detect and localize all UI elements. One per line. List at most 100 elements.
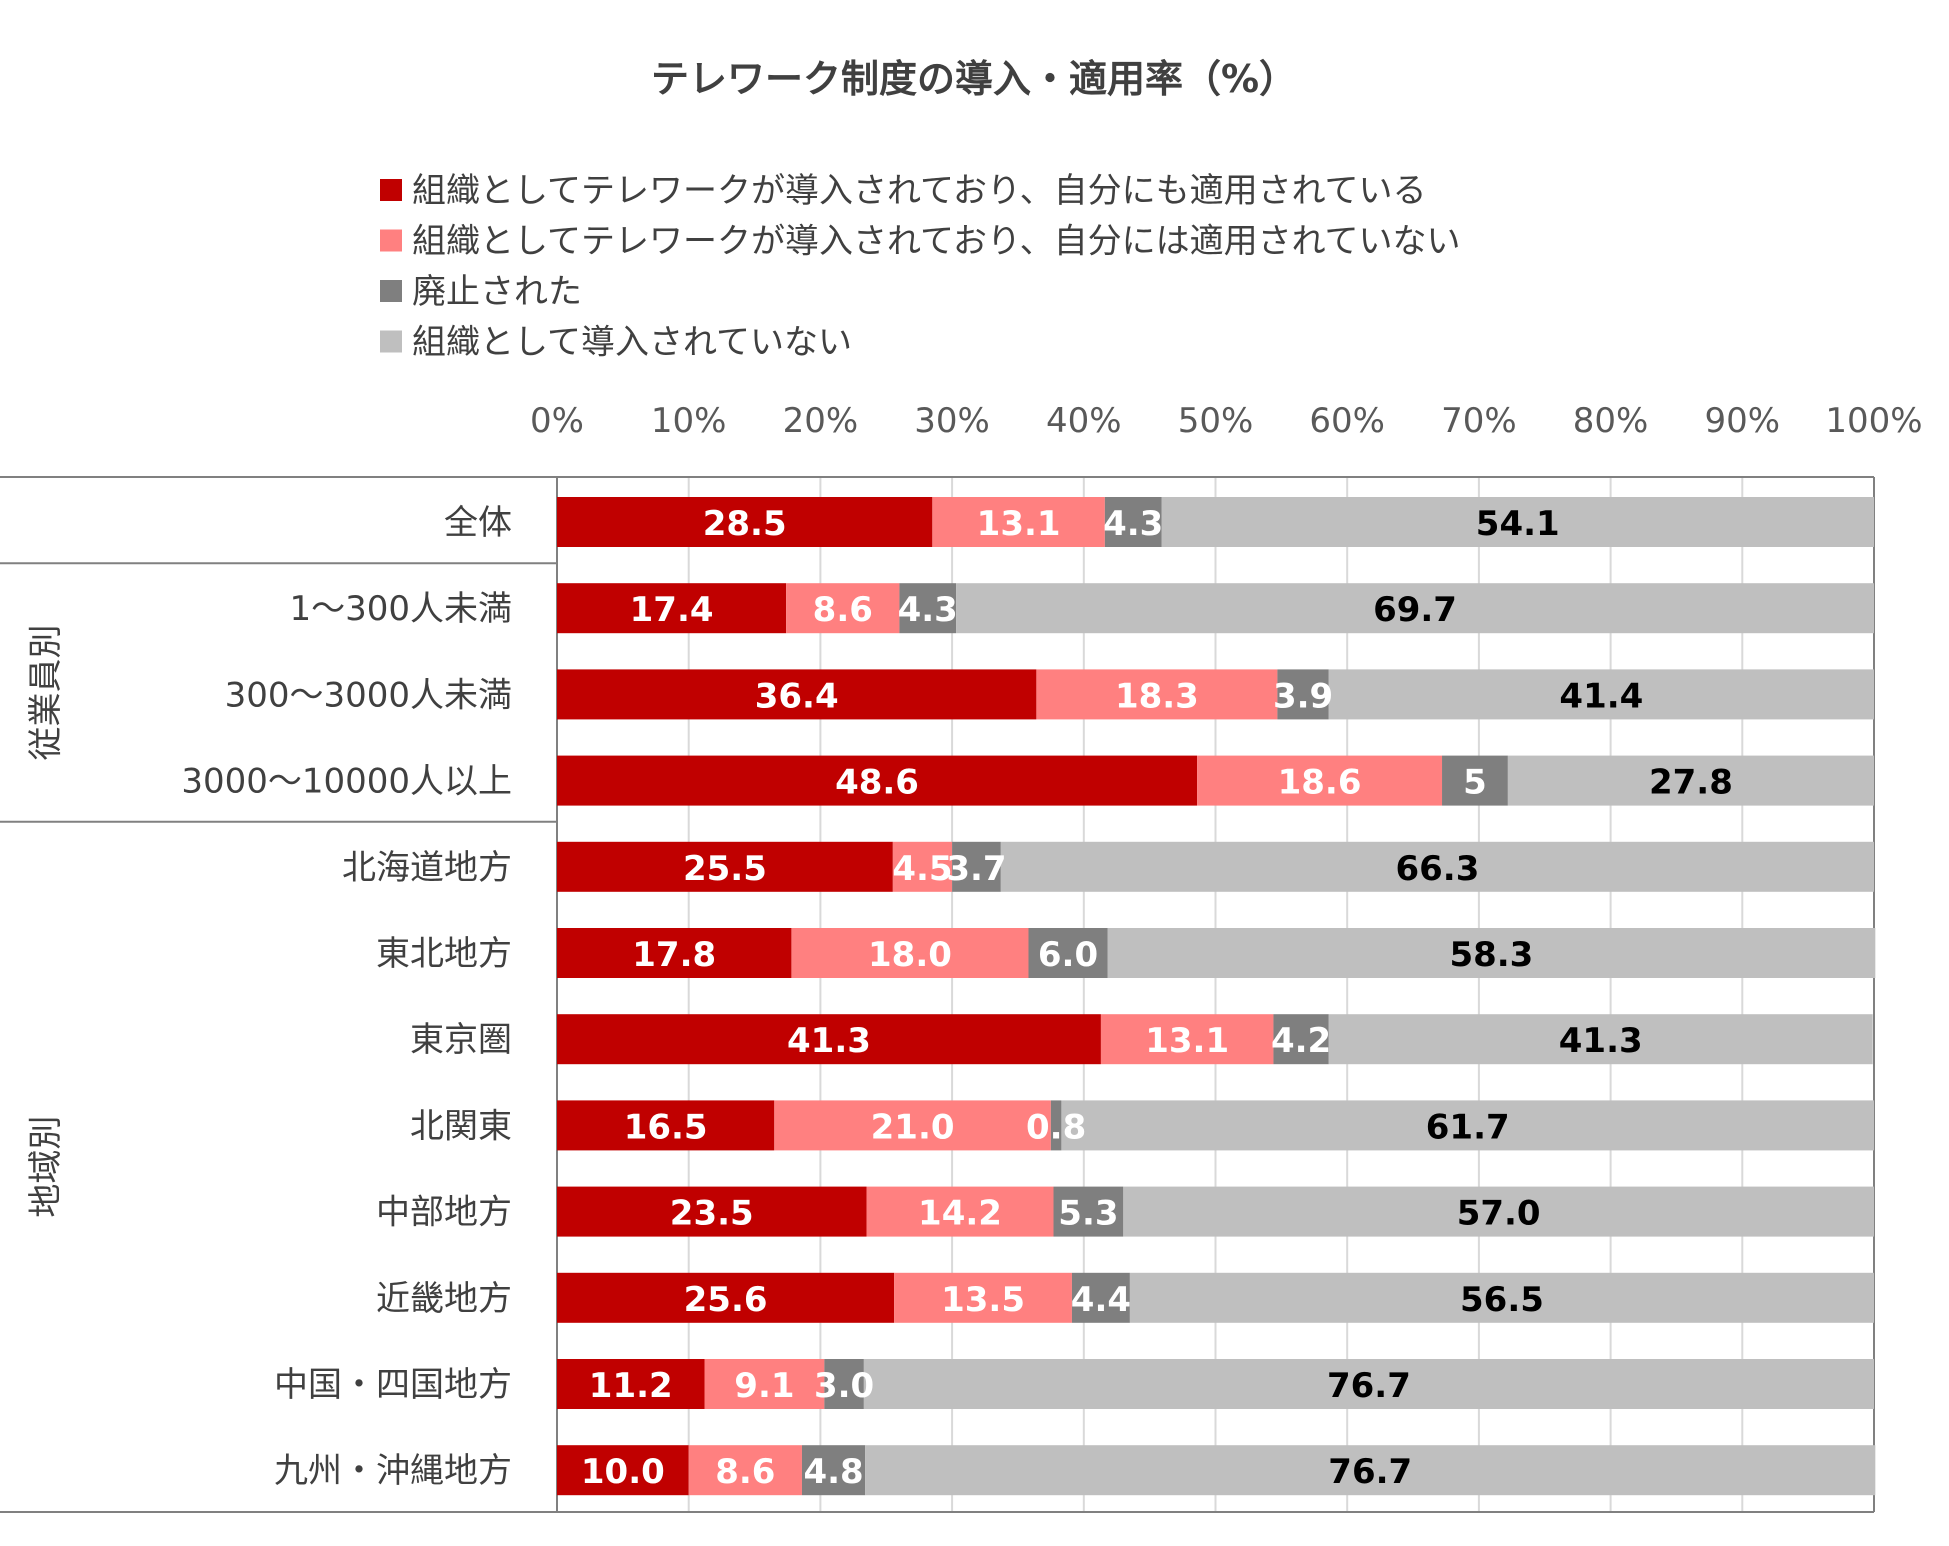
bar-segment [894,1272,1072,1323]
legend-swatch [380,179,402,201]
bar-segment [865,1445,1876,1496]
bar-segment [1197,755,1443,806]
bar-segment [1036,669,1278,720]
category-label: 300〜3000人未満 [225,675,512,715]
bar-segment [1061,1100,1874,1151]
legend-label: 組織としてテレワークが導入されており、自分には適用されていない [412,222,1461,262]
x-tick-label: 80% [1573,401,1649,441]
bar-segment [1104,497,1162,547]
legend: 組織としてテレワークが導入されており、自分にも適用されている組織としてテレワーク… [380,171,1461,363]
bar-segment [557,1186,867,1237]
bar-segment [557,755,1198,806]
data-label: 66.3 [1395,849,1479,889]
x-tick-label: 30% [914,401,990,441]
data-label: 8.6 [813,590,873,630]
data-label: 76.7 [1328,1452,1412,1492]
bar-segment [1273,1014,1329,1065]
data-label: 25.6 [684,1280,768,1320]
data-label: 5.3 [1058,1194,1118,1234]
bar-segment [1000,841,1874,892]
legend-swatch [380,280,402,302]
legend-label: 組織として導入されていない [412,323,852,363]
bar-segment [688,1445,802,1496]
bar-segment [1050,1100,1062,1151]
data-label: 41.3 [787,1021,871,1061]
x-tick-label: 70% [1441,401,1517,441]
bar-segment [774,1100,1051,1151]
bar-segment [557,1100,775,1151]
bars [557,497,1876,1496]
data-label: 28.5 [703,504,787,544]
bar-segment [1507,755,1874,806]
category-label: 3000〜10000人以上 [181,762,512,802]
data-label: 8.6 [715,1452,775,1492]
group-label: 地域別 [26,1116,66,1218]
category-label: 九州・沖縄地方 [274,1451,512,1491]
bar-segment [791,928,1029,978]
bar-segment [1129,1272,1874,1323]
data-label: 18.6 [1278,763,1362,803]
category-label: 北海道地方 [342,848,512,888]
x-tick-label: 0% [530,401,584,441]
category-label: 中部地方 [376,1193,512,1233]
legend-label: 廃止された [412,272,582,312]
data-label: 5 [1463,763,1487,803]
data-label: 4.2 [1271,1021,1331,1061]
legend-swatch [380,229,402,252]
legend-swatch [380,330,402,353]
data-label: 13.5 [941,1280,1025,1320]
category-label: 1〜300人未満 [289,589,512,629]
data-label: 21.0 [871,1107,955,1147]
x-tick-label: 10% [651,401,727,441]
data-label: 17.4 [630,590,714,630]
data-label: 36.4 [755,676,839,716]
data-labels: 28.5 13.1 4.3 54.1 17.4 8.6 4.3 69.7 36.4 18.3 3.9… [581,504,1733,1492]
data-label: 54.1 [1476,504,1560,544]
data-label: 11.2 [589,1366,673,1406]
chart-title: テレワーク制度の導入・適用率（%） [651,57,1297,101]
data-label: 16.5 [624,1107,708,1147]
bar-segment [932,497,1105,547]
bar-segment [557,1359,705,1409]
category-labels: 全体 1〜300人未満 300〜3000人未満 3000〜10000人以上北海道地方東… [181,503,512,1491]
bar-segment [1277,669,1329,720]
x-tick-label: 90% [1705,401,1781,441]
bar-segment [1328,1014,1873,1065]
x-tick-label: 100% [1825,401,1922,441]
bar-segment [1028,928,1108,978]
bar-segment [786,583,900,634]
bar-segment [892,841,953,892]
legend-label: 組織としてテレワークが導入されており、自分にも適用されている [412,171,1427,211]
data-label: 18.3 [1115,676,1199,716]
bar-segment [1161,497,1874,547]
data-label: 41.4 [1559,676,1643,716]
bar-segment [801,1445,866,1496]
bar-segment [557,841,893,892]
bar-segment [866,1186,1054,1237]
data-label: 3.0 [814,1366,874,1406]
bar-segment [1053,1186,1124,1237]
data-label: 13.1 [977,504,1061,544]
bar-segment [1100,1014,1274,1065]
bar-segment [863,1359,1874,1409]
data-label: 57.0 [1457,1194,1541,1234]
category-label: 近畿地方 [376,1279,512,1319]
data-label: 76.7 [1327,1366,1411,1406]
x-axis-ticks: 0% 10% 20% 30% 40% 50% 60% 70% 80% 90% 100% [530,401,1923,441]
data-label: 61.7 [1426,1107,1510,1147]
data-label: 58.3 [1449,935,1533,975]
gridlines [687,477,1744,1512]
data-label: 17.8 [632,935,716,975]
data-label: 25.5 [683,849,767,889]
data-label: 4.4 [1071,1280,1131,1320]
group-label: 従業員別 [26,625,66,761]
bar-segment [952,841,1001,892]
data-label: 18.0 [868,935,952,975]
data-label: 27.8 [1649,763,1733,803]
bar-segment [1071,1272,1130,1323]
bar-segment [557,497,933,547]
data-label: 4.3 [898,590,958,630]
data-label: 6.0 [1038,935,1098,975]
bar-segment [1107,928,1876,978]
x-tick-label: 20% [783,401,859,441]
